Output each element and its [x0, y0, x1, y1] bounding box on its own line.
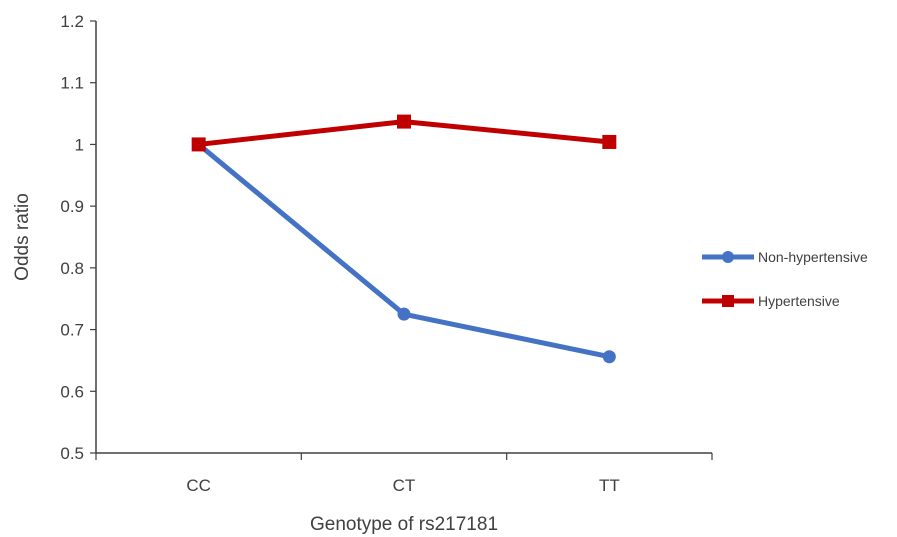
legend-marker [722, 251, 734, 263]
y-tick-label: 1 [75, 135, 84, 154]
y-tick-label: 0.9 [60, 197, 84, 216]
x-axis-title: Genotype of rs217181 [310, 514, 498, 535]
x-tick-label: TT [599, 476, 620, 495]
series-layer [191, 114, 617, 364]
legend-label: Non-hypertensive [758, 249, 868, 265]
legend-label: Hypertensive [758, 293, 840, 309]
series-line [197, 142, 610, 360]
y-tick-label: 1.1 [60, 74, 84, 93]
x-axis-ticks: CC CT TT [95, 453, 713, 495]
y-tick-label: 0.6 [60, 382, 84, 401]
y-tick-label: 1.2 [60, 12, 84, 31]
x-tick-label: CC [186, 476, 211, 495]
x-tick-label: CT [393, 476, 416, 495]
y-tick-label: 0.8 [60, 259, 84, 278]
series-non-hypertensive [192, 137, 616, 364]
data-point [602, 134, 617, 149]
data-point [397, 307, 411, 321]
y-axis-title: Odds ratio [12, 193, 33, 281]
series-hypertensive [191, 114, 617, 152]
data-point [397, 114, 411, 129]
axes [95, 21, 712, 454]
legend-item: Hypertensive [702, 293, 840, 309]
data-point [602, 350, 616, 364]
y-tick-label: 0.7 [60, 321, 84, 340]
legend: Non-hypertensive Hypertensive [702, 249, 868, 309]
y-axis-ticks: 0.5 0.6 0.7 0.8 0.9 1 1.1 1.2 [60, 12, 96, 463]
legend-item: Non-hypertensive [702, 249, 868, 265]
legend-marker [722, 295, 734, 307]
data-point [191, 137, 206, 152]
y-tick-label: 0.5 [60, 444, 84, 463]
